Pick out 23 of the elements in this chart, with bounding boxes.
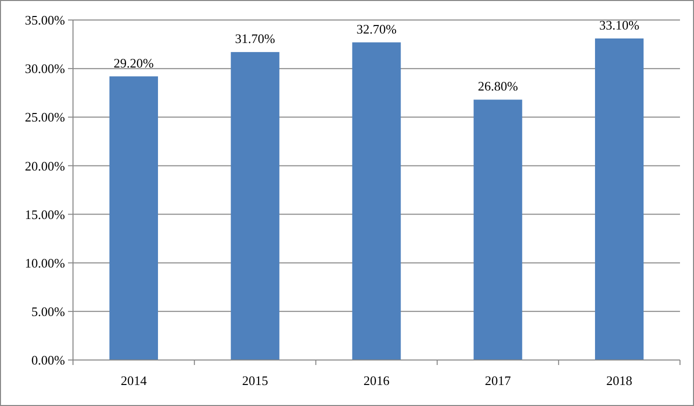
- x-tick-label: 2016: [364, 373, 390, 388]
- x-tick-label: 2014: [120, 373, 148, 388]
- data-label: 29.20%: [114, 55, 154, 70]
- y-tick-label: 35.00%: [24, 12, 66, 28]
- data-label: 32.70%: [356, 21, 397, 36]
- x-tick-label: 2015: [242, 373, 268, 388]
- data-label: 31.70%: [235, 31, 276, 46]
- y-tick-label: 30.00%: [24, 61, 66, 76]
- bar: [595, 38, 644, 360]
- y-tick-label: 0.00%: [31, 352, 66, 368]
- bar: [230, 52, 280, 360]
- bar: [352, 42, 401, 360]
- y-tick-label: 10.00%: [24, 255, 66, 270]
- y-tick-label: 15.00%: [24, 206, 66, 222]
- bar: [474, 100, 522, 360]
- data-label: 26.80%: [478, 78, 518, 94]
- bar: [109, 76, 158, 360]
- y-tick-label: 20.00%: [24, 158, 66, 174]
- x-tick-label: 2017: [484, 373, 512, 388]
- y-tick-label: 5.00%: [31, 304, 66, 319]
- y-tick-label: 25.00%: [24, 110, 66, 125]
- x-tick-label: 2018: [606, 373, 632, 388]
- data-label: 33.10%: [599, 17, 640, 32]
